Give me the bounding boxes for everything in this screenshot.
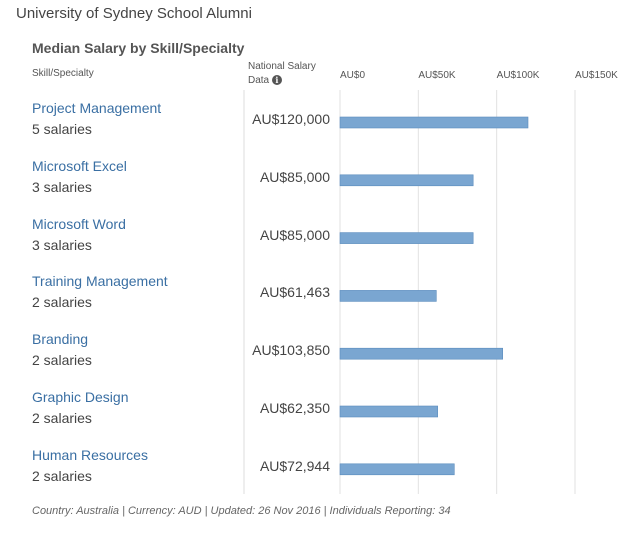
salary-value-label: AU$85,000 xyxy=(259,226,330,243)
salary-bar xyxy=(339,174,474,187)
chart-title: Median Salary by Skill/Specialty xyxy=(32,40,245,56)
skill-link[interactable]: Human Resources xyxy=(32,446,148,463)
salary-count: 2 salaries xyxy=(32,410,92,426)
salary-value-label: AU$85,000 xyxy=(259,168,330,185)
skill-link[interactable]: Graphic Design xyxy=(32,389,129,405)
salary-value-label: AU$120,000 xyxy=(252,111,330,127)
national-salary-header-line2: Data xyxy=(248,75,270,86)
salary-bar xyxy=(339,116,529,129)
salary-value-label: AU$61,463 xyxy=(259,284,330,301)
skill-link[interactable]: Microsoft Excel xyxy=(32,157,127,174)
salary-count: 5 salaries xyxy=(32,121,92,137)
national-salary-header-line1: National Salary xyxy=(248,61,316,72)
salary-bar xyxy=(339,232,474,244)
salary-bar xyxy=(339,405,438,418)
skill-link[interactable]: Branding xyxy=(32,331,89,348)
skill-column-header: Skill/Specialty xyxy=(32,68,94,79)
footer-summary: Country: Australia | Currency: AUD | Upd… xyxy=(32,505,451,517)
page-title: University of Sydney School Alumni xyxy=(16,5,252,22)
x-tick-label: AU$150K xyxy=(575,70,618,81)
info-icon[interactable]: i xyxy=(271,75,282,86)
x-tick-label: AU$50K xyxy=(418,70,456,81)
skill-link[interactable]: Microsoft Word xyxy=(32,215,126,232)
salary-bar xyxy=(339,463,455,476)
salary-count: 2 salaries xyxy=(32,467,92,484)
skill-link[interactable]: Project Management xyxy=(32,100,162,116)
salary-count: 2 salaries xyxy=(32,352,92,369)
x-tick-label: AU$100K xyxy=(497,70,540,81)
salary-value-label: AU$103,850 xyxy=(252,342,330,359)
salary-count: 3 salaries xyxy=(32,236,92,253)
salary-bar xyxy=(339,290,437,302)
skill-link[interactable]: Training Management xyxy=(32,273,168,290)
salary-bar xyxy=(339,347,503,360)
x-tick-label: AU$0 xyxy=(340,70,365,81)
national-salary-column-header: National Salary Data i xyxy=(248,60,316,88)
salary-count: 3 salaries xyxy=(32,178,92,195)
salary-count: 2 salaries xyxy=(32,294,92,311)
salary-value-label: AU$62,350 xyxy=(259,400,330,416)
salary-value-label: AU$72,944 xyxy=(259,457,330,474)
